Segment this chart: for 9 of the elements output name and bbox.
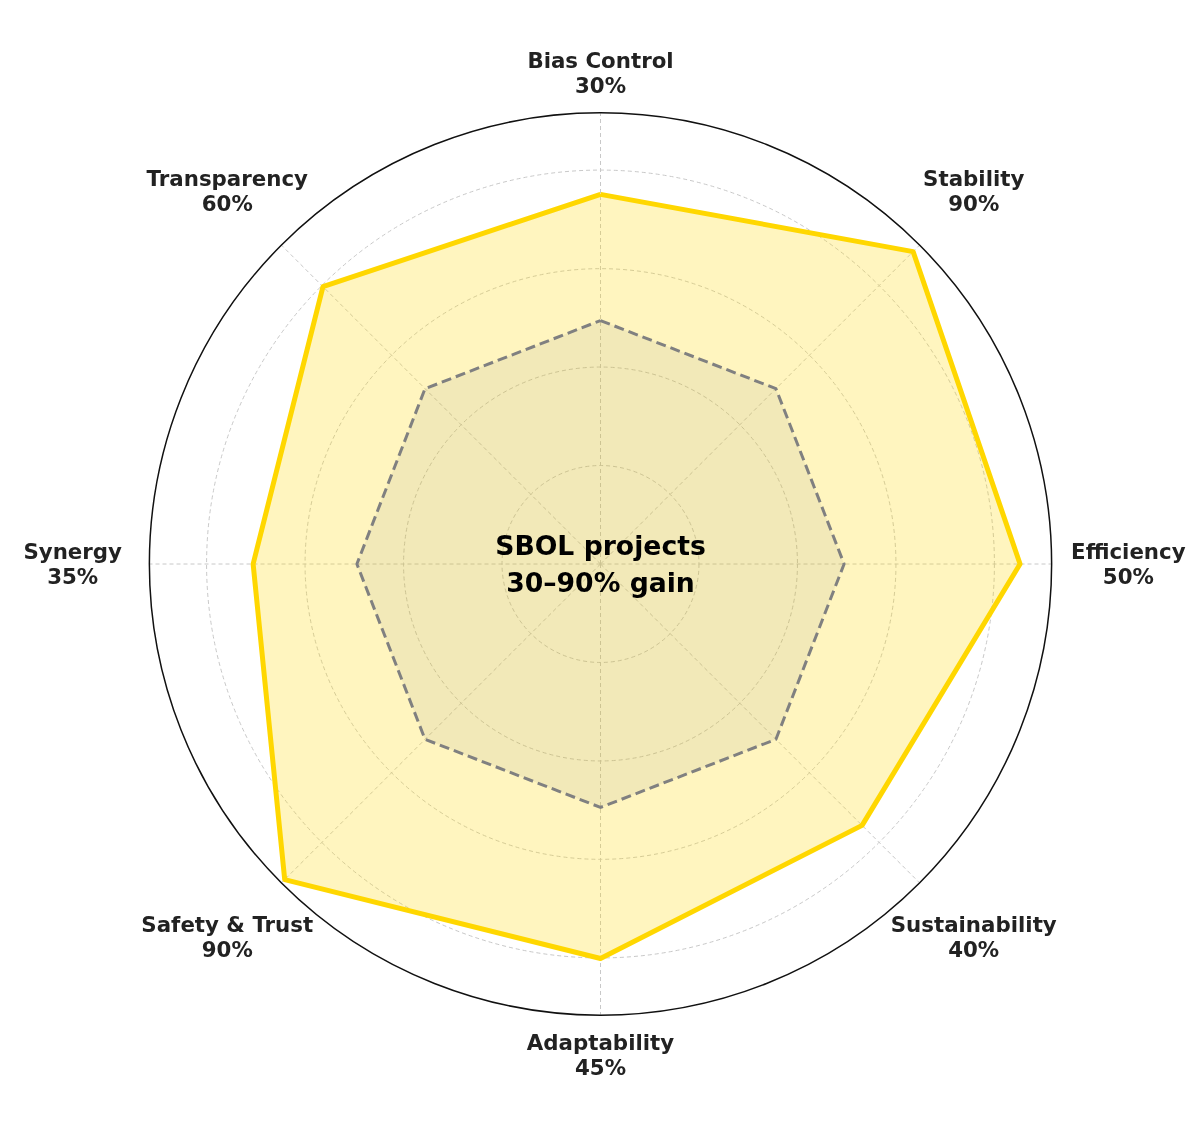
text: SBOL projects 30–90% gain (495, 529, 706, 599)
spoke-label: Bias Control 30% (527, 47, 674, 98)
spoke-label: Efficiency 50% (1071, 539, 1186, 589)
spoke-label: Safety & Trust 90% (141, 911, 314, 962)
spoke-label: Stability 90% (923, 166, 1025, 217)
spoke-label: Transparency 60% (146, 166, 309, 217)
spoke-label: Synergy 35% (23, 539, 123, 589)
spoke-label: Adaptability 45% (526, 1030, 675, 1081)
spoke-label: Sustainability 40% (890, 911, 1057, 962)
